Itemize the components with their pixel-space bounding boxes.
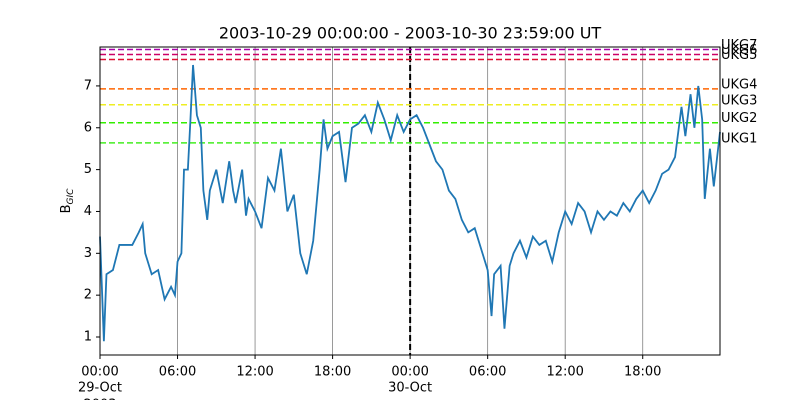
- threshold-label: UKG4: [721, 77, 757, 92]
- threshold-label: UKG7: [721, 38, 757, 53]
- y-label-main: B: [59, 205, 74, 214]
- threshold-label: UKG3: [721, 93, 757, 108]
- data-line: [99, 64, 721, 342]
- threshold-label: UKG2: [721, 111, 757, 126]
- x-date-label: 30-Oct: [388, 381, 432, 396]
- y-axis-label: BGIC: [59, 188, 76, 214]
- y-tick-label: 3: [84, 246, 92, 261]
- x-year-label: 2003: [83, 398, 116, 400]
- y-tick-label: 1: [84, 330, 92, 345]
- threshold-label: UKG5: [721, 48, 757, 63]
- threshold-label: UKG1: [721, 131, 757, 146]
- threshold-label: UKG6: [721, 43, 757, 58]
- y-tick-label: 7: [84, 78, 92, 93]
- x-tick-label: 00:00: [391, 365, 428, 380]
- y-tick-label: 4: [84, 204, 92, 219]
- chart-title: 2003-10-29 00:00:00 - 2003-10-30 23:59:0…: [219, 24, 602, 43]
- x-tick-label: 18:00: [624, 365, 661, 380]
- x-date-label: 29-Oct: [78, 381, 122, 396]
- y-label-sub: GIC: [66, 188, 76, 205]
- y-tick-label: 5: [84, 162, 92, 177]
- y-tick-label: 6: [84, 120, 92, 135]
- x-tick-label: 18:00: [314, 365, 351, 380]
- x-tick-label: 06:00: [159, 365, 196, 380]
- x-tick-label: 06:00: [469, 365, 506, 380]
- plot-frame: [99, 46, 721, 356]
- x-tick-label: 00:00: [81, 365, 118, 380]
- y-tick-label: 2: [84, 288, 92, 303]
- x-tick-label: 12:00: [546, 365, 583, 380]
- x-tick-label: 12:00: [236, 365, 273, 380]
